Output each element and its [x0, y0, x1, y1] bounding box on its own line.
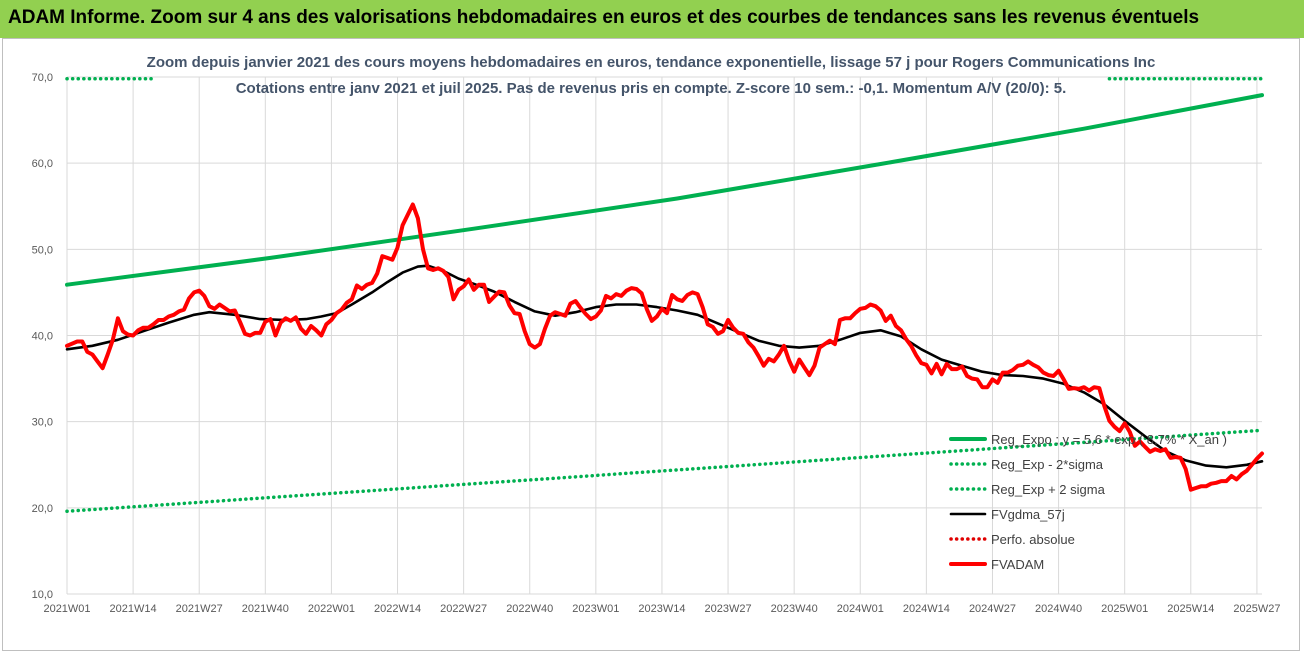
x-axis-tick-labels: 2021W01 2021W14 2021W27 2021W40 2022W01 2022W…: [43, 603, 1280, 615]
legend-label: Reg_Expo : y = 5,6 * exp ( 8,7% * X_an ): [991, 432, 1227, 447]
y-tick-label: 10,0: [32, 589, 53, 601]
x-tick-label: 2022W14: [374, 603, 421, 615]
x-tick-label: 2021W14: [110, 603, 157, 615]
legend-label: Reg_Exp - 2*sigma: [991, 457, 1104, 472]
x-tick-label: 2021W27: [176, 603, 223, 615]
x-tick-label: 2022W27: [440, 603, 487, 615]
legend-label: Perfo. absolue: [991, 532, 1075, 547]
x-tick-label: 2023W01: [572, 603, 619, 615]
x-tick-label: 2024W40: [1035, 603, 1082, 615]
y-tick-label: 40,0: [32, 331, 53, 343]
x-tick-label: 2025W27: [1233, 603, 1280, 615]
x-tick-label: 2022W01: [308, 603, 355, 615]
series-6-line: [65, 202, 1264, 492]
legend-label: FVADAM: [991, 557, 1044, 572]
x-tick-label: 2021W01: [43, 603, 90, 615]
x-tick-label: 2025W14: [1167, 603, 1214, 615]
y-axis-tick-labels: 10,0 20,0 30,0 40,0 50,0 60,0 70,0: [32, 72, 53, 601]
chart-title: Zoom depuis janvier 2021 des cours moyen…: [147, 54, 1156, 71]
legend-label: Reg_Exp + 2 sigma: [991, 482, 1106, 497]
x-tick-label: 2022W40: [506, 603, 553, 615]
x-tick-label: 2024W01: [837, 603, 884, 615]
y-tick-label: 50,0: [32, 244, 53, 256]
x-tick-label: 2021W40: [242, 603, 289, 615]
x-tick-label: 2023W40: [771, 603, 818, 615]
x-tick-label: 2023W27: [705, 603, 752, 615]
y-tick-label: 20,0: [32, 503, 53, 515]
series-1-line: [65, 93, 1264, 287]
line-chart: 10,020,030,040,050,060,070,0 2021W01 2021…: [32, 54, 1281, 615]
x-tick-label: 2024W27: [969, 603, 1016, 615]
x-tick-label: 2023W14: [638, 603, 685, 615]
series-lines: [65, 76, 1264, 514]
chart-subtitle: Cotations entre janv 2021 et juil 2025. …: [236, 80, 1067, 97]
chart-legend: Reg_Expo : y = 5,6 * exp ( 8,7% * X_an )…: [949, 432, 1227, 572]
x-tick-label: 2025W01: [1101, 603, 1148, 615]
y-tick-label: 70,0: [32, 72, 53, 84]
series-4-line: [65, 264, 1264, 469]
series-2-line: [65, 428, 1264, 514]
grid-lines: [66, 76, 1262, 595]
legend-label: FVgdma_57j: [991, 507, 1065, 522]
y-tick-label: 60,0: [32, 158, 53, 170]
x-tick-label: 2024W14: [903, 603, 950, 615]
chart-frame: 10,0 20,0 30,0 40,0 50,0 60,0 70,0 2021W01 2021…: [2, 38, 1300, 651]
y-tick-label: 30,0: [32, 417, 53, 429]
header-banner: ADAM Informe. Zoom sur 4 ans des valoris…: [0, 0, 1304, 38]
page-title: ADAM Informe. Zoom sur 4 ans des valoris…: [8, 7, 1200, 28]
